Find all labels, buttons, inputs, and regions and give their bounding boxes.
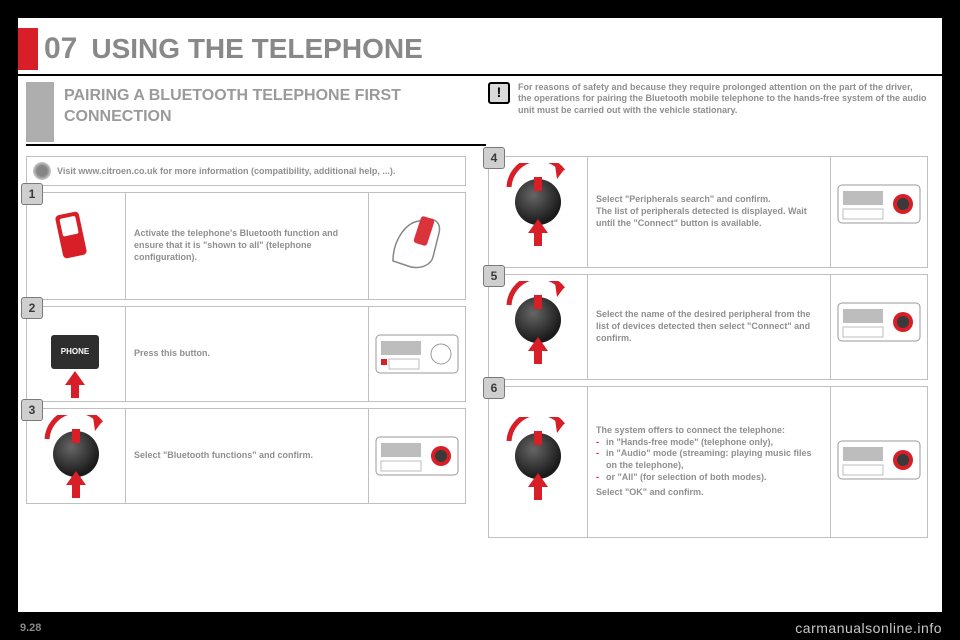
step-number: 1 <box>21 183 43 205</box>
step-bullet: in "Hands-free mode" (telephone only), <box>596 437 822 449</box>
header-rule <box>18 74 942 76</box>
warning-block: ! For reasons of safety and because they… <box>488 82 928 116</box>
step-number: 4 <box>483 147 505 169</box>
step-intro: The system offers to connect the telepho… <box>596 425 785 435</box>
press-arrow-icon <box>528 219 548 233</box>
hand-holding-phone-icon <box>383 211 453 271</box>
car-radio-icon <box>375 431 459 481</box>
warning-icon: ! <box>488 82 510 104</box>
info-text: Visit www.citroen.co.uk for more informa… <box>57 166 395 177</box>
step-number: 2 <box>21 297 43 319</box>
subtitle-indent <box>26 82 54 142</box>
step-number: 6 <box>483 377 505 399</box>
step-5: 5 Select the name of the desired periphe… <box>488 274 928 380</box>
step-bullet: in "Audio" mode (streaming: playing musi… <box>596 448 822 471</box>
car-radio-icon <box>375 329 459 379</box>
step-number: 3 <box>21 399 43 421</box>
step-number: 5 <box>483 265 505 287</box>
page-content: 07 USING THE TELEPHONE PAIRING A BLUETOO… <box>18 18 942 612</box>
step-text: Press this button. <box>134 348 210 360</box>
info-row: Visit www.citroen.co.uk for more informa… <box>26 156 466 186</box>
press-arrow-icon <box>65 371 85 385</box>
subtitle-block: PAIRING A BLUETOOTH TELEPHONE FIRST CONN… <box>26 82 466 142</box>
step-text: Select "Peripherals search" and confirm.… <box>596 194 822 229</box>
warning-text: For reasons of safety and because they r… <box>518 82 928 116</box>
step-6: 6 The system offers to connect the telep… <box>488 386 928 538</box>
press-arrow-icon <box>66 471 86 485</box>
car-radio-icon <box>837 297 921 347</box>
right-column: 4 Select "Peripherals search" and confir… <box>488 156 928 608</box>
step-text: Select the name of the desired periphera… <box>596 309 822 344</box>
step-text: Activate the telephone's Bluetooth funct… <box>134 228 360 263</box>
car-radio-icon <box>837 179 921 229</box>
watermark: carmanualsonline.info <box>795 620 942 636</box>
step-bullet: or "All" (for selection of both modes). <box>596 472 822 484</box>
car-radio-icon <box>837 435 921 485</box>
page-number: 9.28 <box>20 622 41 634</box>
step-1: 1 Activate the telephone's Bluetooth fun… <box>26 192 466 300</box>
left-column: Visit www.citroen.co.uk for more informa… <box>26 156 466 608</box>
section-header: 07 USING THE TELEPHONE <box>18 28 942 76</box>
step-text: Select "Bluetooth functions" and confirm… <box>134 450 313 462</box>
phone-icon <box>55 207 87 271</box>
step-2: 2 PHONE Press this button. <box>26 306 466 402</box>
page-frame: 07 USING THE TELEPHONE PAIRING A BLUETOO… <box>0 0 960 640</box>
step-4: 4 Select "Peripherals search" and confir… <box>488 156 928 268</box>
press-arrow-icon <box>528 337 548 351</box>
info-icon <box>33 162 51 180</box>
step-text: The system offers to connect the telepho… <box>596 425 822 499</box>
subtitle-rule <box>26 144 486 146</box>
section-number: 07 <box>44 32 77 66</box>
accent-block <box>18 28 38 70</box>
press-arrow-icon <box>528 473 548 487</box>
subtitle-text: PAIRING A BLUETOOTH TELEPHONE FIRST CONN… <box>64 86 462 128</box>
phone-button-icon: PHONE <box>51 335 99 369</box>
step-outro: Select "OK" and confirm. <box>596 487 822 499</box>
step-3: 3 Select "Bluetooth functions" and confi… <box>26 408 466 504</box>
section-title: USING THE TELEPHONE <box>91 33 422 65</box>
